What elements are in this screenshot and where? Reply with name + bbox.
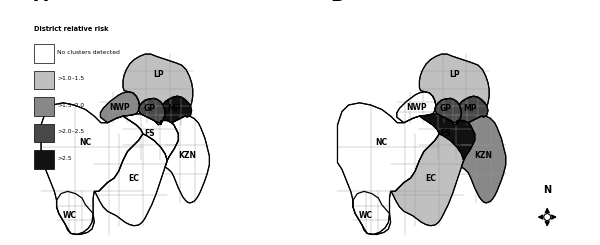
Text: WC: WC [63,211,77,220]
Text: LP: LP [449,70,460,78]
Text: KZN: KZN [475,151,493,160]
Circle shape [544,214,551,220]
Text: District relative risk: District relative risk [34,26,109,32]
Polygon shape [123,114,178,160]
Polygon shape [337,103,439,234]
Text: NWP: NWP [109,103,130,112]
Polygon shape [100,92,140,123]
Text: MP: MP [464,104,477,113]
FancyBboxPatch shape [34,44,54,63]
Polygon shape [56,191,94,234]
Text: LP: LP [153,70,164,78]
Polygon shape [391,134,464,226]
Text: GP: GP [440,104,452,113]
Text: MP: MP [167,104,181,113]
Polygon shape [353,191,391,234]
Text: NC: NC [376,138,388,147]
Text: EC: EC [128,174,140,183]
Polygon shape [419,54,489,106]
Polygon shape [461,116,506,203]
Text: >2.0–2.5: >2.0–2.5 [58,129,85,134]
FancyBboxPatch shape [34,124,54,142]
Text: >1.0–1.5: >1.0–1.5 [58,76,85,81]
Polygon shape [139,98,165,123]
Text: NC: NC [79,138,91,147]
Text: FS: FS [440,129,451,138]
Polygon shape [41,103,143,234]
Text: WC: WC [359,211,373,220]
Text: NWP: NWP [406,103,427,112]
FancyBboxPatch shape [34,97,54,116]
Text: No clusters detected: No clusters detected [58,50,120,55]
Polygon shape [94,134,167,226]
Text: N: N [543,185,551,195]
Polygon shape [123,54,193,106]
Polygon shape [397,92,436,123]
Polygon shape [165,116,209,203]
Polygon shape [419,114,475,160]
Text: >2.5: >2.5 [58,156,72,161]
Text: EC: EC [425,174,436,183]
Text: GP: GP [143,104,155,113]
Text: A: A [34,0,48,5]
Polygon shape [435,98,461,123]
Text: KZN: KZN [178,151,196,160]
FancyBboxPatch shape [34,150,54,169]
Text: B: B [331,0,344,5]
Text: >1.5–2.0: >1.5–2.0 [58,103,85,108]
FancyBboxPatch shape [34,71,54,89]
Text: FS: FS [144,129,155,138]
Polygon shape [161,96,191,125]
Polygon shape [457,96,488,125]
